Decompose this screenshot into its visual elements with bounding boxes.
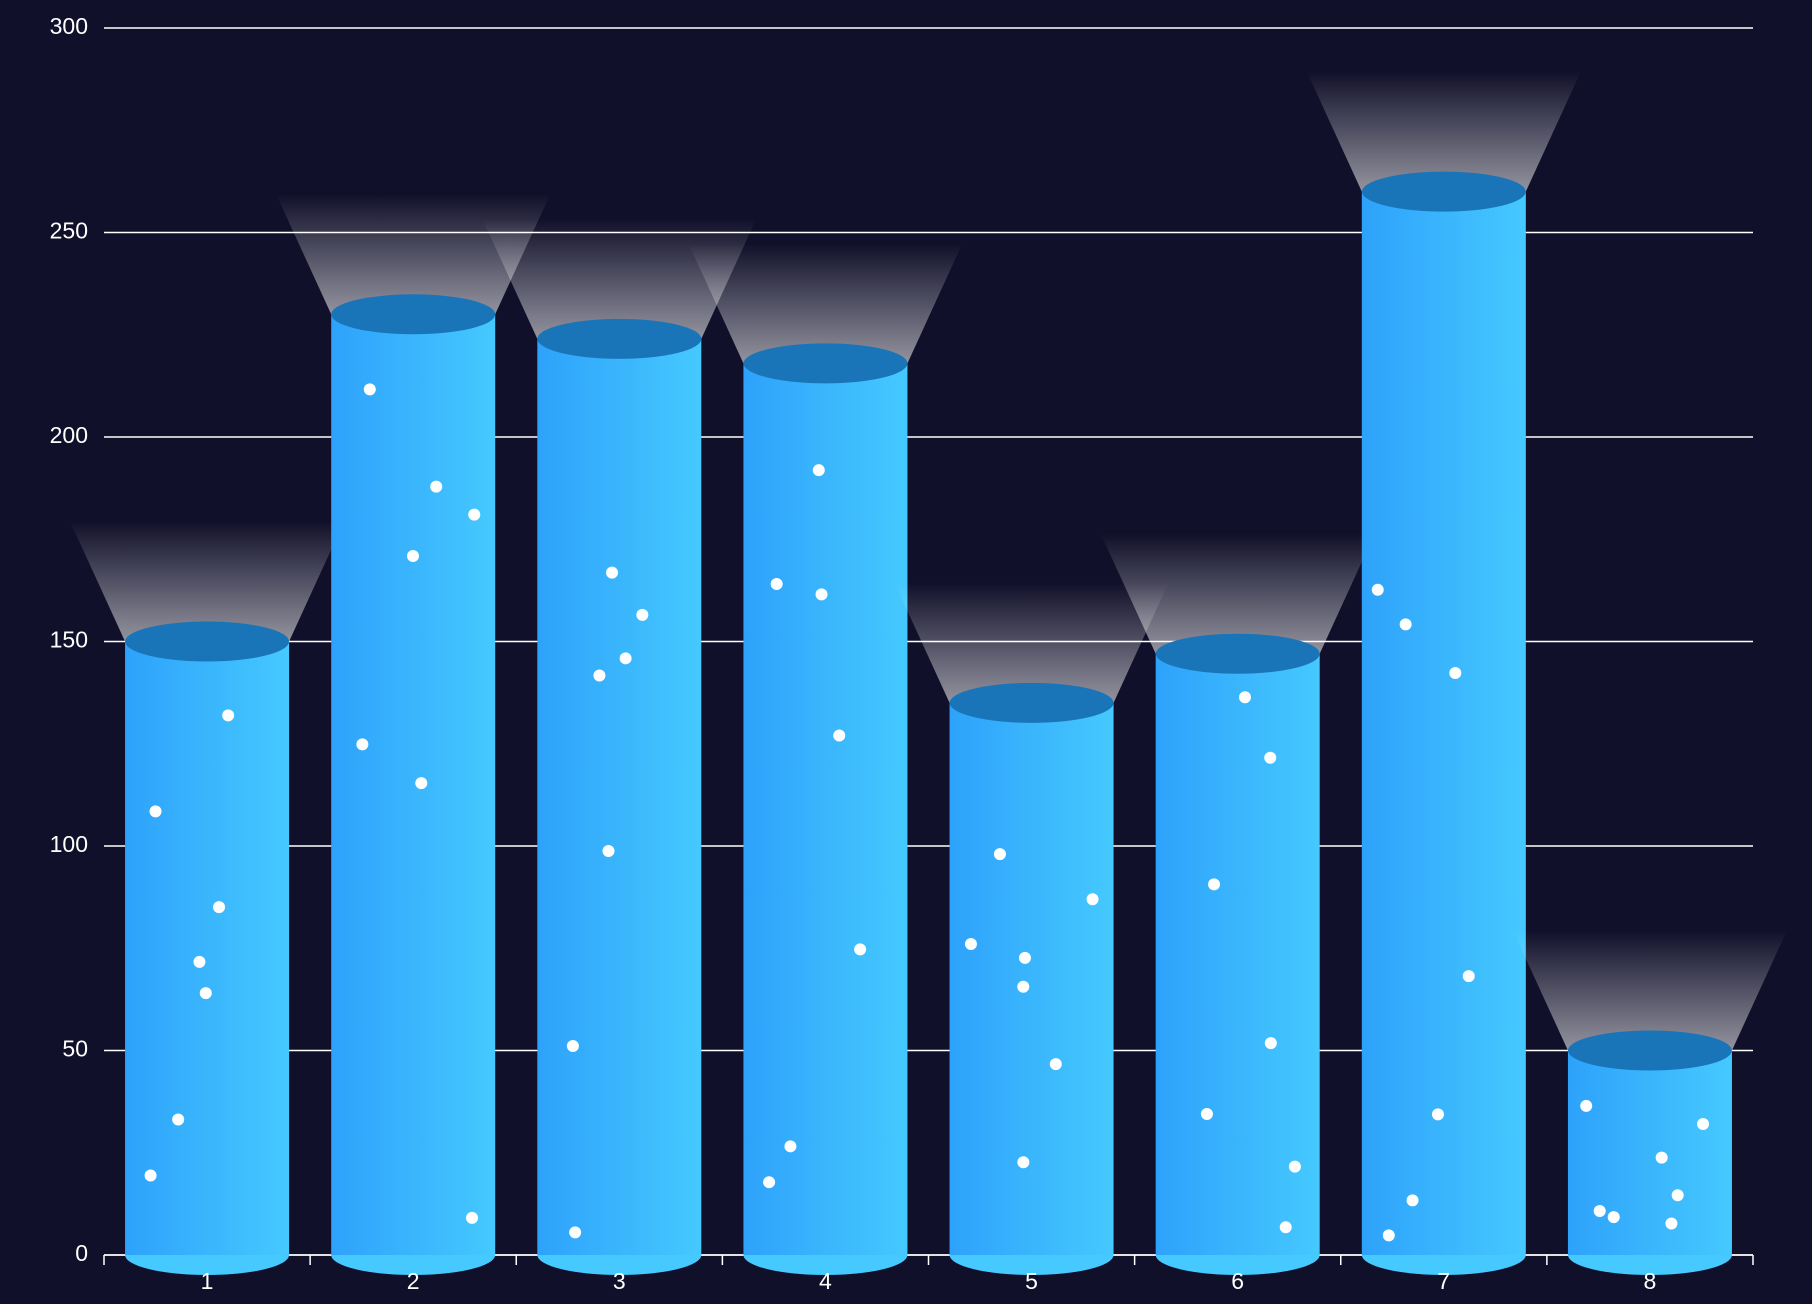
bubble (854, 943, 867, 956)
bubble (784, 1140, 797, 1153)
bubble (1017, 980, 1030, 993)
bubble (356, 738, 369, 751)
bubble (593, 669, 606, 682)
bar-glow (1100, 533, 1375, 654)
bubble (144, 1169, 157, 1182)
bubble (1431, 1108, 1444, 1121)
bubble (569, 1226, 582, 1239)
bubble (1593, 1204, 1606, 1217)
bubble (606, 566, 619, 579)
x-tick-label: 6 (1231, 1268, 1244, 1294)
bar (537, 338, 702, 1256)
x-tick-label: 7 (1437, 1268, 1450, 1294)
x-tick-label: 5 (1025, 1268, 1038, 1294)
bubble (1279, 1221, 1292, 1234)
bar-glow (276, 194, 551, 315)
bubble (602, 845, 615, 858)
bar (1567, 1050, 1732, 1255)
bubble (1238, 691, 1251, 704)
bubble (815, 588, 828, 601)
bubble (1017, 1156, 1030, 1169)
x-tick-label: 8 (1644, 1268, 1657, 1294)
bar-glow (688, 243, 963, 364)
bubble (812, 464, 825, 477)
bubble (1200, 1108, 1213, 1121)
x-tick-label: 1 (201, 1268, 214, 1294)
bubble (1382, 1229, 1395, 1242)
bar (125, 641, 290, 1255)
y-tick-label: 0 (75, 1240, 88, 1266)
bar-top (125, 621, 290, 662)
bubble (763, 1176, 776, 1189)
bar (743, 363, 908, 1255)
bar-glow (70, 521, 345, 642)
bar-top (1361, 171, 1526, 212)
bubble (1665, 1217, 1678, 1230)
bubble (993, 848, 1006, 861)
bubble (149, 805, 162, 818)
bar-glow (1306, 71, 1581, 192)
bubble (566, 1039, 579, 1052)
bar-top (331, 294, 496, 335)
bubble (1371, 583, 1384, 596)
bar-top (949, 682, 1114, 723)
bubble (172, 1113, 185, 1126)
bubble (619, 652, 632, 665)
bubble (1655, 1151, 1668, 1164)
bubble (430, 480, 443, 493)
y-tick-label: 100 (50, 831, 88, 857)
bubble (1208, 878, 1221, 891)
bubble (1449, 667, 1462, 680)
bar-top (743, 343, 908, 384)
bubble (636, 608, 649, 621)
bubble (213, 901, 226, 914)
bar-top (537, 318, 702, 359)
bubble (193, 955, 206, 968)
bubble (1671, 1189, 1684, 1202)
y-tick-label: 50 (62, 1036, 88, 1062)
y-tick-label: 150 (50, 627, 88, 653)
bubble (1288, 1160, 1301, 1173)
bar (331, 314, 496, 1255)
bubble (466, 1211, 479, 1224)
bubble (1697, 1118, 1710, 1131)
bar (1361, 191, 1526, 1256)
bubble (1406, 1194, 1419, 1207)
bubble (415, 777, 428, 790)
bubble (1018, 951, 1031, 964)
bubble (964, 937, 977, 950)
bubble (1580, 1099, 1593, 1112)
y-tick-label: 300 (50, 13, 88, 39)
x-tick-label: 3 (613, 1268, 626, 1294)
y-tick-label: 200 (50, 422, 88, 448)
bubble (199, 987, 212, 1000)
bar (949, 702, 1114, 1255)
bubble (770, 578, 783, 591)
bubble (1607, 1211, 1620, 1224)
bar-glow (482, 218, 757, 339)
bubble (363, 383, 376, 396)
bubble (468, 508, 481, 521)
bar-top (1567, 1030, 1732, 1071)
bubble (406, 550, 419, 563)
y-tick-label: 250 (50, 218, 88, 244)
bubble (1264, 751, 1277, 764)
x-tick-label: 2 (407, 1268, 420, 1294)
bar-top (1155, 633, 1320, 674)
bar-glow (1512, 930, 1787, 1051)
bar (1155, 653, 1320, 1255)
bar-glow (894, 582, 1169, 703)
bubble (833, 729, 846, 742)
bubble (1399, 618, 1412, 631)
x-tick-label: 4 (819, 1268, 832, 1294)
bubble (222, 709, 235, 722)
bubble (1462, 970, 1475, 983)
bubble (1086, 893, 1099, 906)
bubble (1264, 1037, 1277, 1050)
bubble (1049, 1058, 1062, 1071)
